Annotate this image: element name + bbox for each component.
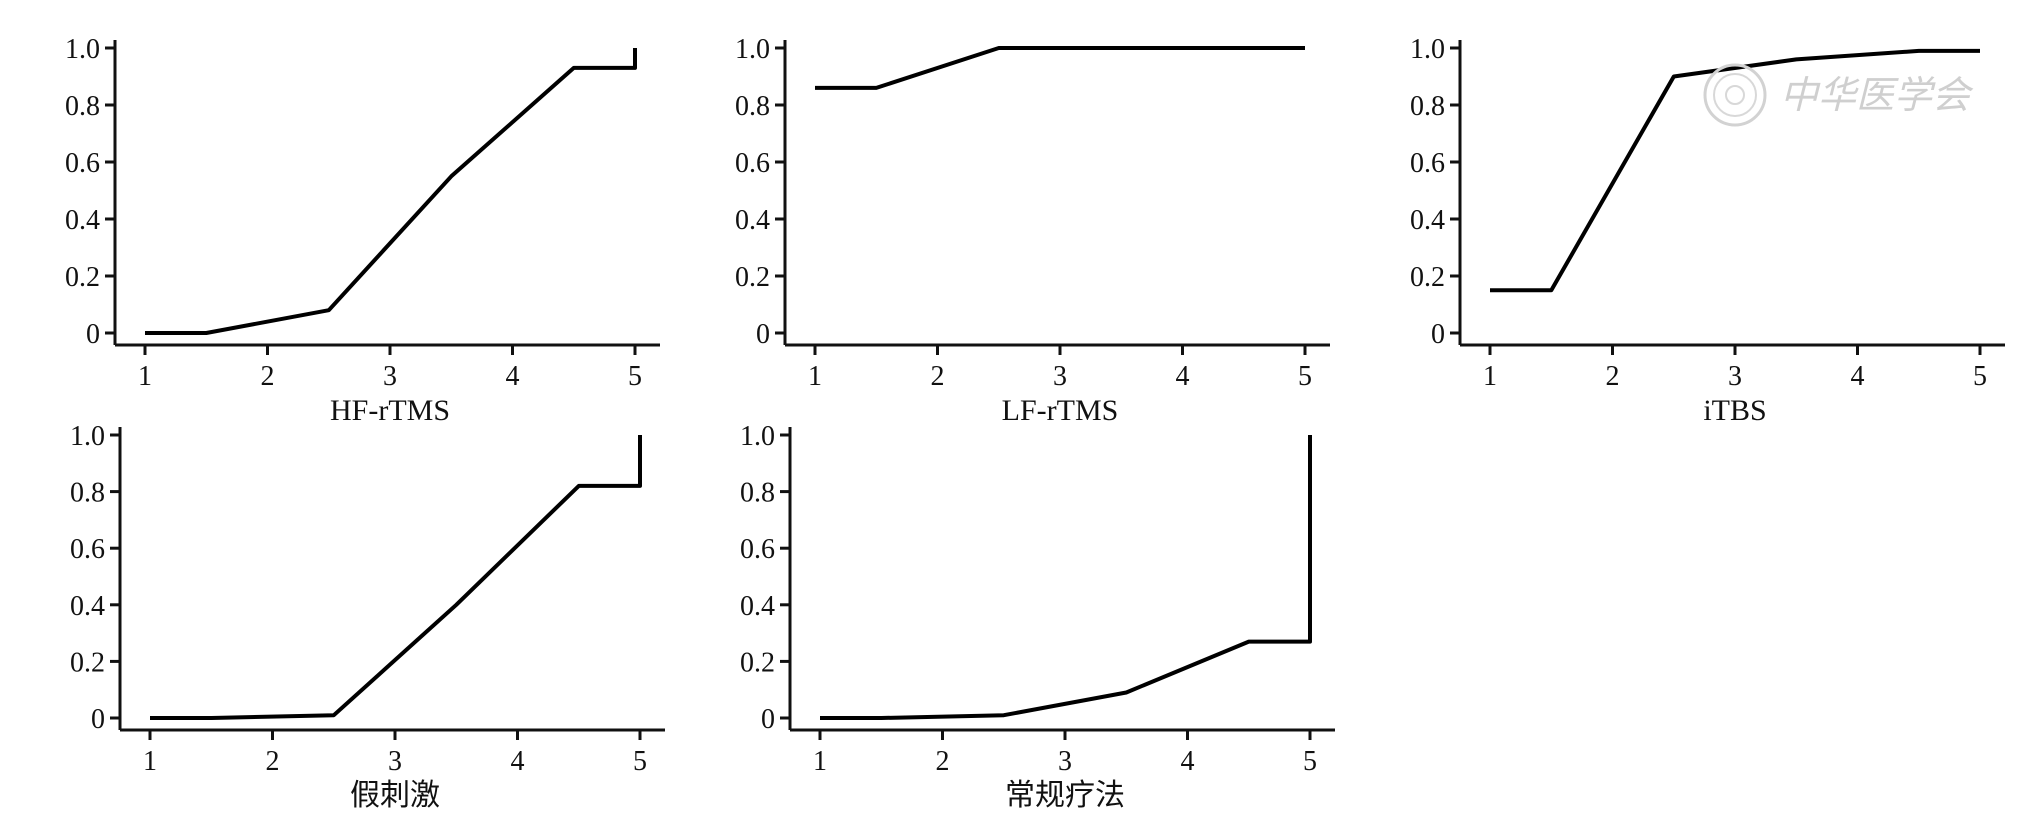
y-tick-label: 0.6 <box>1410 148 1445 179</box>
y-tick-label: 0.8 <box>740 478 775 509</box>
x-tick-label: 2 <box>261 361 275 392</box>
y-tick-label: 0.4 <box>65 205 100 236</box>
x-tick-label: 3 <box>383 361 397 392</box>
x-tick-label: 1 <box>813 746 827 777</box>
y-tick-label: 0.8 <box>65 91 100 122</box>
y-tick-label: 1.0 <box>740 421 775 452</box>
x-tick-label: 1 <box>143 746 157 777</box>
y-tick-label: 0.4 <box>1410 205 1445 236</box>
y-tick-label: 0.6 <box>70 534 105 565</box>
x-tick-label: 4 <box>1851 361 1865 392</box>
panel-2: 0 0.2 0.4 0.6 0.8 1.0 1 2 3 4 5 LF-rTMS <box>735 34 1330 427</box>
y-tick-label: 1.0 <box>65 34 100 65</box>
y-tick-label: 0.2 <box>1410 262 1445 293</box>
seal-icon <box>1703 63 1767 127</box>
y-tick-label: 0.2 <box>70 647 105 678</box>
x-tick-label: 5 <box>1298 361 1312 392</box>
y-tick-label: 1.0 <box>70 421 105 452</box>
y-tick-label: 0.4 <box>70 591 105 622</box>
x-tick-label: 5 <box>1303 746 1317 777</box>
y-tick-label: 0 <box>761 704 775 735</box>
x-tick-label: 5 <box>633 746 647 777</box>
x-tick-label: 3 <box>1053 361 1067 392</box>
y-tick-label: 0.4 <box>735 205 770 236</box>
x-tick-label: 2 <box>1606 361 1620 392</box>
series-line <box>150 435 642 720</box>
x-axis-label: 假刺激 <box>350 779 440 812</box>
x-axis-label: 常规疗法 <box>1005 779 1125 812</box>
y-tick-label: 0.6 <box>740 534 775 565</box>
y-tick-label: 0.4 <box>740 591 775 622</box>
y-tick-label: 0 <box>86 319 100 350</box>
series-line <box>1490 48 1980 293</box>
y-tick-label: 1.0 <box>1410 34 1445 65</box>
x-tick-label: 4 <box>506 361 520 392</box>
x-axis-label: HF-rTMS <box>330 394 450 427</box>
x-tick-label: 4 <box>511 746 525 777</box>
series-line <box>815 46 1305 90</box>
y-tick-label: 0.8 <box>735 91 770 122</box>
y-tick-label: 0 <box>91 704 105 735</box>
x-tick-label: 1 <box>138 361 152 392</box>
y-tick-label: 0.8 <box>70 478 105 509</box>
x-tick-label: 4 <box>1176 361 1190 392</box>
x-tick-label: 1 <box>808 361 822 392</box>
x-tick-label: 2 <box>936 746 950 777</box>
y-tick-label: 0 <box>1431 319 1445 350</box>
x-tick-label: 2 <box>266 746 280 777</box>
x-tick-label: 3 <box>388 746 402 777</box>
series-line <box>145 48 637 335</box>
x-tick-label: 1 <box>1483 361 1497 392</box>
y-tick-label: 0.6 <box>65 148 100 179</box>
panel-5: 0 0.2 0.4 0.6 0.8 1.0 1 2 3 4 5 常规疗法 <box>740 421 1335 812</box>
panels: 0 0.2 0.4 0.6 0.8 1.0 1 2 3 4 5 HF-rTMS 0 0.2 0.4 0.6 0.… <box>65 34 2005 812</box>
y-tick-label: 0.2 <box>740 647 775 678</box>
series-line <box>820 435 1312 720</box>
x-tick-label: 4 <box>1181 746 1195 777</box>
y-tick-label: 0.8 <box>1410 91 1445 122</box>
watermark-text: 中华医学会 <box>1780 73 1974 117</box>
x-tick-label: 3 <box>1728 361 1742 392</box>
panel-3: 0 0.2 0.4 0.6 0.8 1.0 1 2 3 4 5 iTBS <box>1410 34 2005 427</box>
panel-1: 0 0.2 0.4 0.6 0.8 1.0 1 2 3 4 5 HF-rTMS <box>65 34 660 427</box>
x-tick-label: 2 <box>931 361 945 392</box>
x-tick-label: 5 <box>1973 361 1987 392</box>
y-tick-label: 0 <box>756 319 770 350</box>
watermark: 中华医学会 <box>1703 63 1974 127</box>
x-axis-label: LF-rTMS <box>1002 394 1119 427</box>
x-tick-label: 5 <box>628 361 642 392</box>
y-tick-label: 1.0 <box>735 34 770 65</box>
y-tick-label: 0.2 <box>65 262 100 293</box>
x-axis-label: iTBS <box>1703 394 1766 427</box>
panel-4: 0 0.2 0.4 0.6 0.8 1.0 1 2 3 4 5 假刺激 <box>70 421 665 812</box>
y-tick-label: 0.2 <box>735 262 770 293</box>
y-tick-label: 0.6 <box>735 148 770 179</box>
x-tick-label: 3 <box>1058 746 1072 777</box>
